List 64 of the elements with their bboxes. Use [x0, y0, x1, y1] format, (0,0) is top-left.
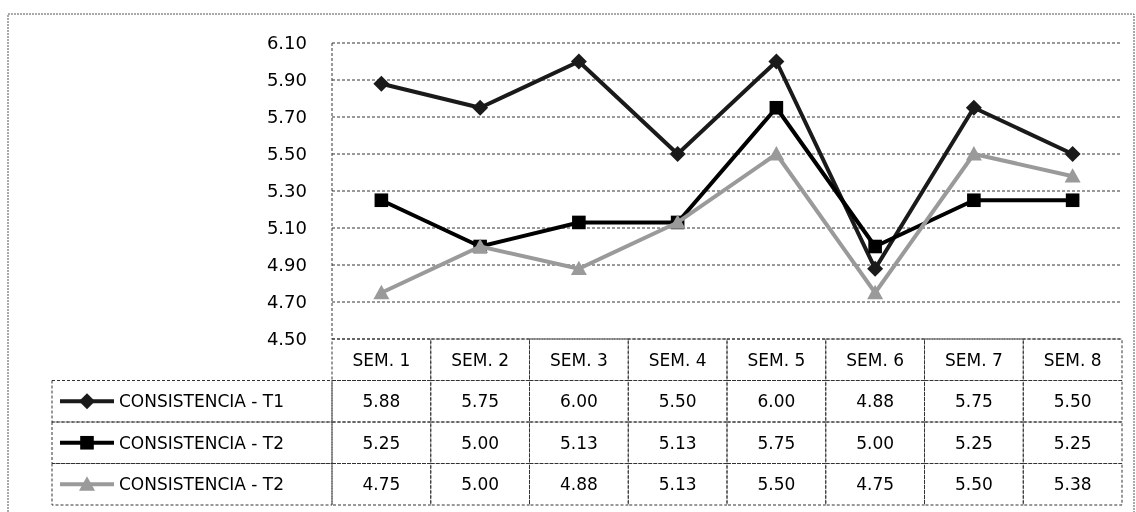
- legend-label: CONSISTENCIA - T2: [119, 474, 285, 495]
- point: [669, 146, 686, 162]
- data-label: 5.00: [461, 432, 500, 453]
- point: [373, 75, 390, 92]
- x-tick-label: SEM. 7: [944, 349, 1003, 370]
- data-label: 4.88: [559, 474, 598, 495]
- data-label: 4.75: [856, 474, 895, 495]
- data-label: 5.25: [954, 432, 993, 453]
- data-label: 5.13: [658, 474, 697, 495]
- y-tick-label: 5.10: [266, 217, 307, 239]
- data-label: 5.75: [461, 391, 500, 412]
- point: [769, 100, 784, 115]
- data-label: 5.50: [1053, 391, 1092, 412]
- y-tick-label: 5.70: [266, 106, 307, 128]
- data-label: 5.25: [1053, 432, 1092, 453]
- data-label: 5.13: [559, 432, 598, 453]
- data-label: 5.75: [757, 432, 796, 453]
- data-label: 5.50: [954, 474, 993, 495]
- point: [768, 53, 785, 70]
- data-label: 6.00: [757, 391, 796, 412]
- data-label: 5.38: [1053, 474, 1092, 495]
- data-label: 5.88: [362, 391, 401, 412]
- data-label: 5.50: [757, 474, 796, 495]
- data-label: 5.13: [658, 432, 697, 453]
- y-tick-label: 5.90: [266, 69, 307, 91]
- point: [374, 193, 389, 208]
- y-tick-label: 4.90: [266, 254, 307, 276]
- point: [768, 146, 785, 161]
- data-label: 4.88: [856, 391, 895, 412]
- data-label: 6.00: [559, 391, 598, 412]
- point: [1064, 146, 1081, 162]
- point: [472, 99, 489, 116]
- data-label: 5.00: [461, 474, 500, 495]
- point: [867, 260, 884, 277]
- y-tick-label: 5.30: [266, 180, 307, 202]
- data-label: 4.75: [362, 474, 401, 495]
- point: [965, 146, 982, 161]
- x-tick-label: SEM. 6: [846, 349, 905, 370]
- x-tick-label: SEM. 4: [648, 349, 707, 370]
- point: [570, 53, 587, 70]
- legend-label: CONSISTENCIA - T2: [119, 432, 285, 453]
- point: [570, 260, 587, 276]
- data-label: 5.00: [856, 432, 895, 453]
- data-label: 5.50: [658, 391, 697, 412]
- y-tick-label: 6.10: [266, 32, 307, 54]
- point: [373, 284, 390, 300]
- data-label: 5.75: [954, 391, 993, 412]
- x-tick-label: SEM. 8: [1043, 349, 1102, 370]
- point: [572, 215, 586, 230]
- legend-label: CONSISTENCIA - T1: [119, 391, 285, 412]
- data-label: 5.25: [362, 432, 401, 453]
- y-tick-label: 4.50: [266, 328, 307, 350]
- point: [965, 99, 982, 116]
- x-tick-label: SEM. 3: [549, 349, 608, 370]
- point: [867, 284, 884, 300]
- point: [868, 239, 882, 254]
- point: [967, 193, 981, 208]
- x-tick-label: SEM. 2: [451, 349, 510, 370]
- y-tick-label: 5.50: [266, 143, 307, 165]
- y-tick-label: 4.70: [266, 291, 307, 313]
- x-tick-label: SEM. 5: [747, 349, 806, 370]
- point: [1065, 193, 1080, 208]
- x-tick-label: SEM. 1: [352, 349, 411, 370]
- point: [1064, 168, 1081, 183]
